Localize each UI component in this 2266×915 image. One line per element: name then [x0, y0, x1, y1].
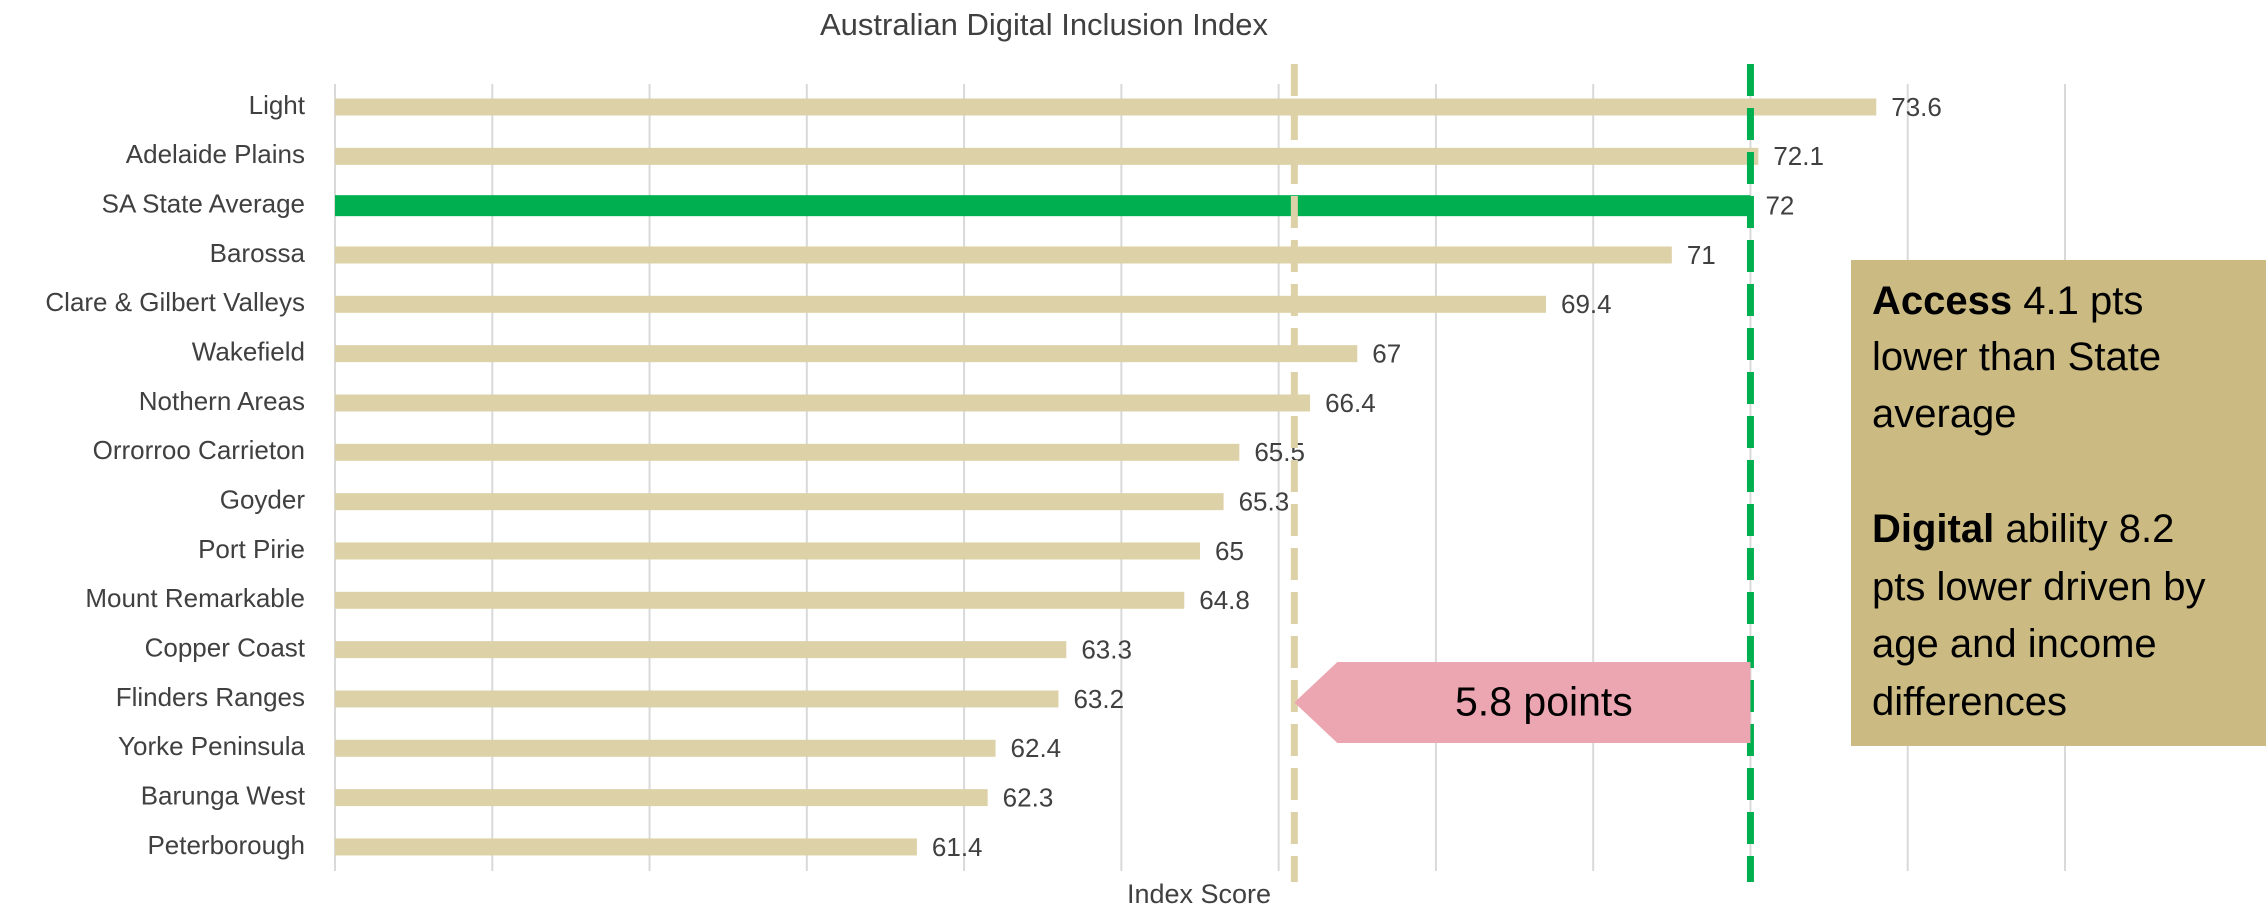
x-axis-title: Index Score [1127, 879, 1271, 909]
note-text: differences [1872, 680, 2067, 724]
gap-arrow [1294, 662, 1751, 743]
note-line: differences [1872, 680, 2067, 724]
y-tick-label: Clare & Gilbert Valleys [45, 287, 305, 317]
note-text: age and income [1872, 622, 2157, 666]
bar [335, 443, 1240, 461]
y-tick-label: Adelaide Plains [126, 139, 305, 169]
y-tick-label: Barunga West [141, 780, 306, 810]
y-tick-label: Goyder [220, 485, 306, 515]
bar [335, 493, 1224, 511]
value-label: 71 [1687, 240, 1716, 270]
bar [335, 147, 1759, 165]
note-text: lower than State [1872, 335, 2161, 379]
value-label: 63.3 [1081, 635, 1132, 665]
y-tick-label: Mount Remarkable [85, 583, 305, 613]
value-label: 66.4 [1325, 388, 1376, 418]
y-tick-label: SA State Average [102, 189, 305, 219]
note-text: 4.1 pts [2012, 279, 2143, 323]
value-label: 73.6 [1891, 92, 1942, 122]
bar [335, 98, 1877, 116]
bar [335, 739, 996, 757]
note-line: age and income [1872, 622, 2157, 666]
note-box [1851, 260, 2266, 746]
value-label: 63.2 [1073, 684, 1124, 714]
y-tick-label: Peterborough [147, 830, 305, 860]
value-label: 65.3 [1239, 487, 1290, 517]
y-tick-label: Orrorroo Carrieton [93, 435, 305, 465]
value-label: 65 [1215, 536, 1244, 566]
y-tick-label: Light [249, 90, 306, 120]
y-tick-label: Yorke Peninsula [118, 731, 305, 761]
note-line: average [1872, 392, 2017, 436]
y-tick-label: Port Pirie [198, 534, 305, 564]
note-line: pts lower driven by [1872, 565, 2205, 609]
value-label: 64.8 [1199, 585, 1250, 615]
y-tick-label: Copper Coast [145, 633, 306, 663]
value-label: 67 [1372, 339, 1401, 369]
note-text: average [1872, 392, 2017, 436]
note-line: lower than State [1872, 335, 2161, 379]
y-tick-label: Wakefield [192, 337, 305, 367]
value-label: 72 [1765, 191, 1794, 221]
bar [335, 789, 988, 807]
value-label: 72.1 [1773, 141, 1824, 171]
bar [335, 295, 1546, 313]
bar [335, 838, 917, 856]
bar [335, 641, 1067, 659]
value-label: 62.4 [1011, 733, 1062, 763]
bar [335, 591, 1185, 609]
note-text: pts lower driven by [1872, 565, 2205, 609]
note-bold: Digital [1872, 507, 1994, 551]
value-label: 69.4 [1561, 289, 1612, 319]
bar [335, 394, 1311, 412]
gap-arrow-label: 5.8 points [1455, 678, 1633, 724]
y-tick-label: Flinders Ranges [116, 682, 305, 712]
value-label: 62.3 [1003, 782, 1054, 812]
note-line: Access 4.1 pts [1872, 279, 2143, 323]
bar [335, 542, 1200, 560]
bar [335, 345, 1358, 363]
bar [335, 246, 1672, 264]
note-text: ability 8.2 [1994, 507, 2174, 551]
y-tick-label: Nothern Areas [139, 386, 305, 416]
bar [335, 690, 1059, 708]
note-bold: Access [1872, 279, 2012, 323]
y-tick-label: Barossa [210, 238, 306, 268]
value-label: 61.4 [932, 832, 983, 862]
bar [335, 195, 1751, 217]
note-line: Digital ability 8.2 [1872, 507, 2174, 551]
chart-title: Australian Digital Inclusion Index [820, 7, 1269, 42]
